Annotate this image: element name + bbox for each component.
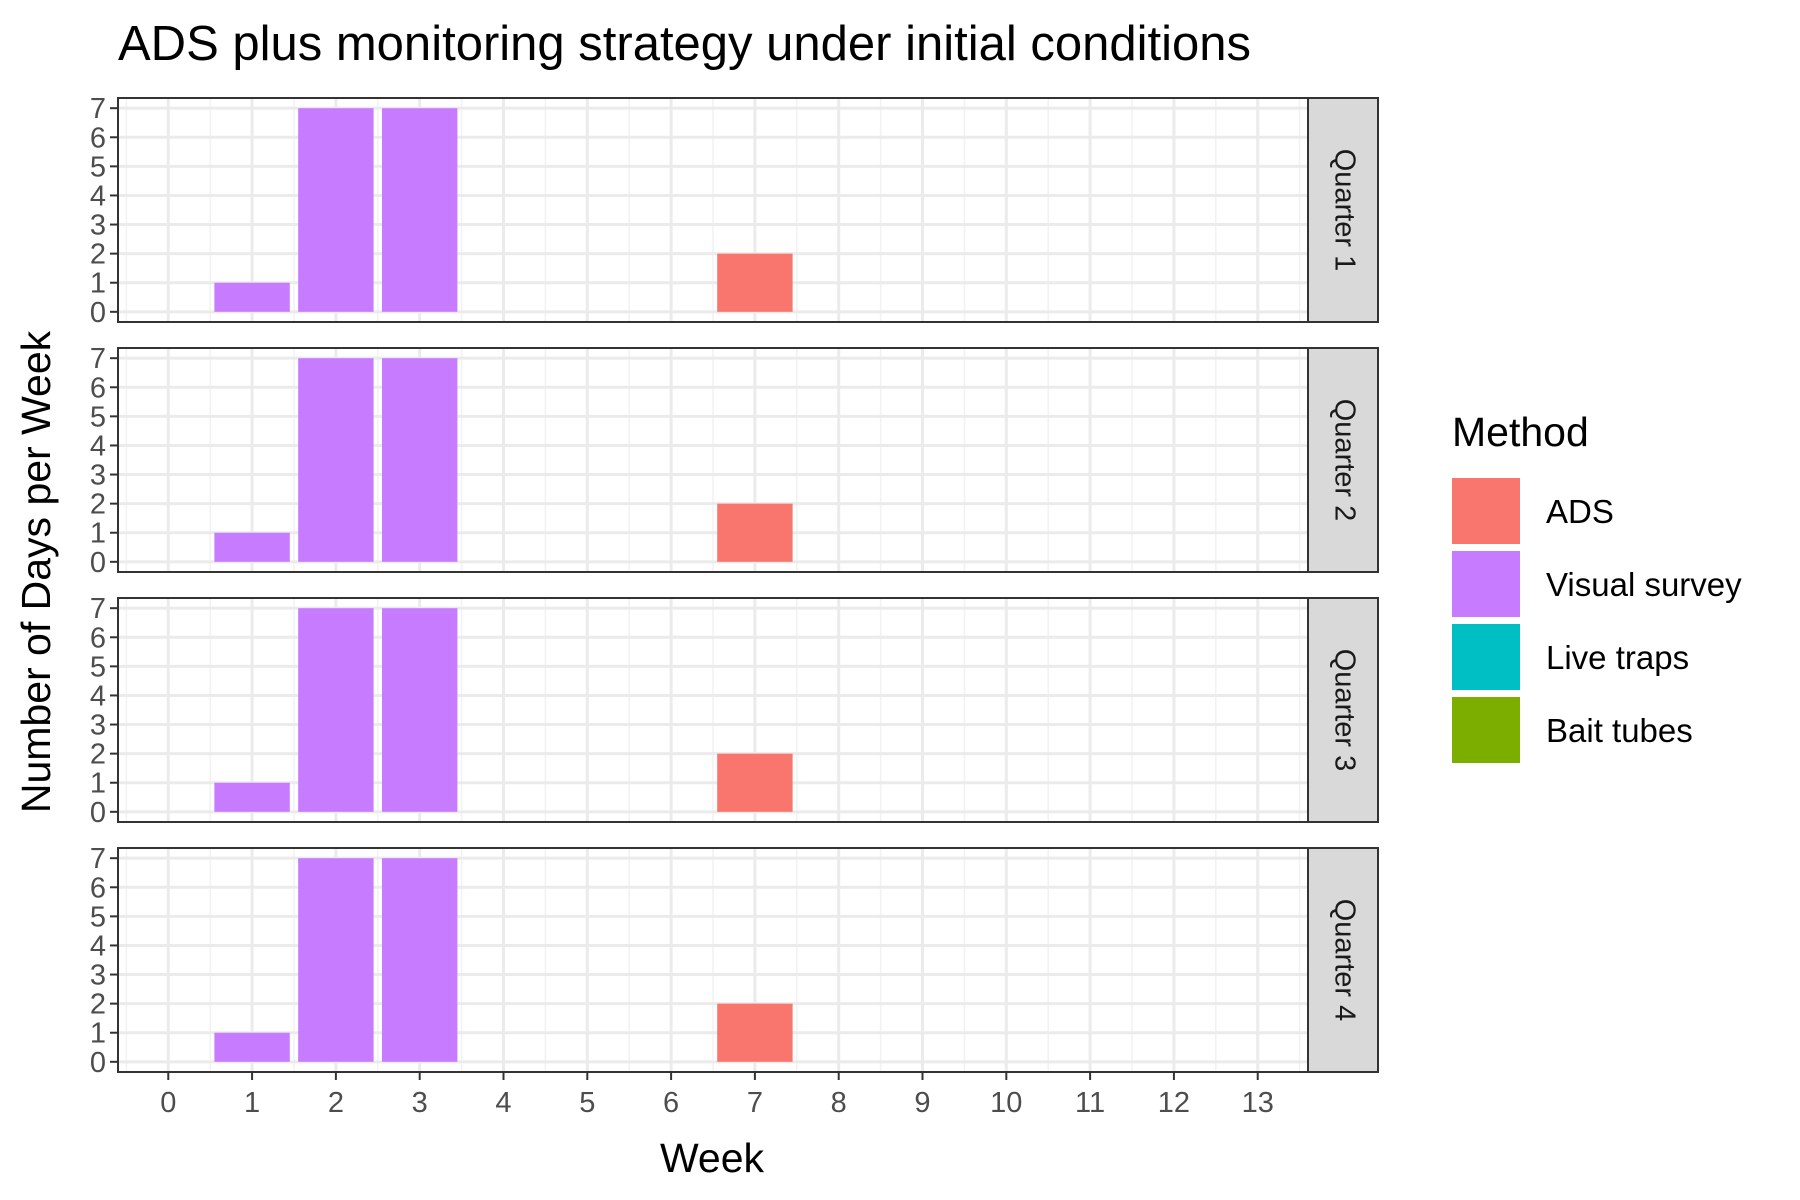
legend-label: Live traps (1546, 639, 1689, 676)
x-tick-label: 13 (1242, 1087, 1274, 1119)
x-axis-title: Week (660, 1135, 765, 1181)
y-tick-label: 3 (90, 960, 106, 992)
facet-strip-label: Quarter 1 (1328, 149, 1360, 272)
bar (214, 782, 290, 812)
y-tick-label: 5 (90, 901, 106, 933)
y-tick-label: 2 (90, 739, 106, 771)
y-tick-label: 2 (90, 239, 106, 271)
x-tick-label: 0 (160, 1087, 176, 1119)
facet-strip-label: Quarter 4 (1328, 899, 1360, 1022)
x-axis: 0 1 2 3 4 5 6 7 8 9 10 11 12 13 (160, 1072, 1274, 1119)
y-tick-label: 4 (90, 180, 106, 212)
y-tick-label: 3 (90, 710, 106, 742)
legend-key (1452, 478, 1520, 544)
y-tick-label: 0 (90, 797, 106, 829)
y-tick-label: 1 (90, 518, 106, 550)
y-tick-label: 6 (90, 122, 106, 154)
y-tick-label: 6 (90, 872, 106, 904)
y-tick-label: 1 (90, 1018, 106, 1050)
bar (381, 858, 458, 1062)
legend-label: Visual survey (1546, 566, 1742, 603)
bar (717, 253, 793, 312)
facet-strip (1307, 347, 1379, 573)
bar (717, 503, 793, 562)
facet-strip (1307, 97, 1379, 323)
y-tick-label: 7 (90, 93, 106, 125)
legend-key (1452, 624, 1520, 690)
y-tick-label: 5 (90, 651, 106, 683)
legend-items: ADS Visual survey Live traps Bait tubes (1452, 478, 1742, 763)
y-tick-label: 0 (90, 297, 106, 329)
x-tick-label: 5 (579, 1087, 595, 1119)
bar (717, 1003, 793, 1062)
x-tick-label: 2 (328, 1087, 344, 1119)
y-tick-label: 4 (90, 430, 106, 462)
y-tick-label: 4 (90, 680, 106, 712)
facet-strip (1307, 847, 1379, 1073)
legend-label: ADS (1546, 493, 1614, 530)
facet-strip-label: Quarter 3 (1328, 649, 1360, 772)
x-tick-label: 4 (495, 1087, 511, 1119)
x-tick-label: 10 (990, 1087, 1022, 1119)
y-tick-label: 7 (90, 343, 106, 375)
y-tick-label: 4 (90, 930, 106, 962)
bar (214, 282, 290, 312)
legend-label: Bait tubes (1546, 712, 1693, 749)
x-tick-label: 11 (1075, 1087, 1105, 1119)
x-tick-label: 1 (244, 1087, 260, 1119)
bar (214, 532, 290, 562)
x-tick-label: 8 (831, 1087, 847, 1119)
chart-title: ADS plus monitoring strategy under initi… (118, 17, 1251, 71)
bar (717, 753, 793, 812)
y-tick-label: 1 (90, 268, 106, 300)
y-tick-label: 7 (90, 843, 106, 875)
x-tick-label: 12 (1158, 1087, 1190, 1119)
x-tick-label: 9 (914, 1087, 930, 1119)
y-tick-label: 0 (90, 547, 106, 579)
y-tick-label: 6 (90, 372, 106, 404)
x-tick-label: 3 (412, 1087, 428, 1119)
y-tick-label: 1 (90, 768, 106, 800)
bar (298, 108, 374, 312)
legend-key (1452, 697, 1520, 763)
y-tick-label: 6 (90, 622, 106, 654)
y-tick-label: 3 (90, 460, 106, 492)
x-tick-label: 6 (663, 1087, 679, 1119)
bar (298, 608, 374, 812)
x-tick-label: 7 (747, 1087, 763, 1119)
legend: Method ADS Visual survey Live traps Bait tu… (1452, 409, 1742, 763)
y-tick-label: 7 (90, 593, 106, 625)
y-tick-label: 5 (90, 401, 106, 433)
legend-key (1452, 551, 1520, 617)
y-tick-label: 2 (90, 989, 106, 1021)
bar (214, 1032, 290, 1062)
bar (298, 858, 374, 1062)
y-tick-label: 3 (90, 210, 106, 242)
bar (381, 108, 458, 312)
facet-strip (1307, 597, 1379, 823)
facet-strip-label: Quarter 2 (1328, 399, 1360, 522)
y-tick-label: 0 (90, 1047, 106, 1079)
y-tick-label: 5 (90, 151, 106, 183)
legend-title: Method (1452, 409, 1589, 455)
bar (381, 608, 458, 812)
bar (298, 358, 374, 562)
y-axis-title: Number of Days per Week (13, 330, 59, 813)
bar (381, 358, 458, 562)
y-tick-label: 2 (90, 489, 106, 521)
